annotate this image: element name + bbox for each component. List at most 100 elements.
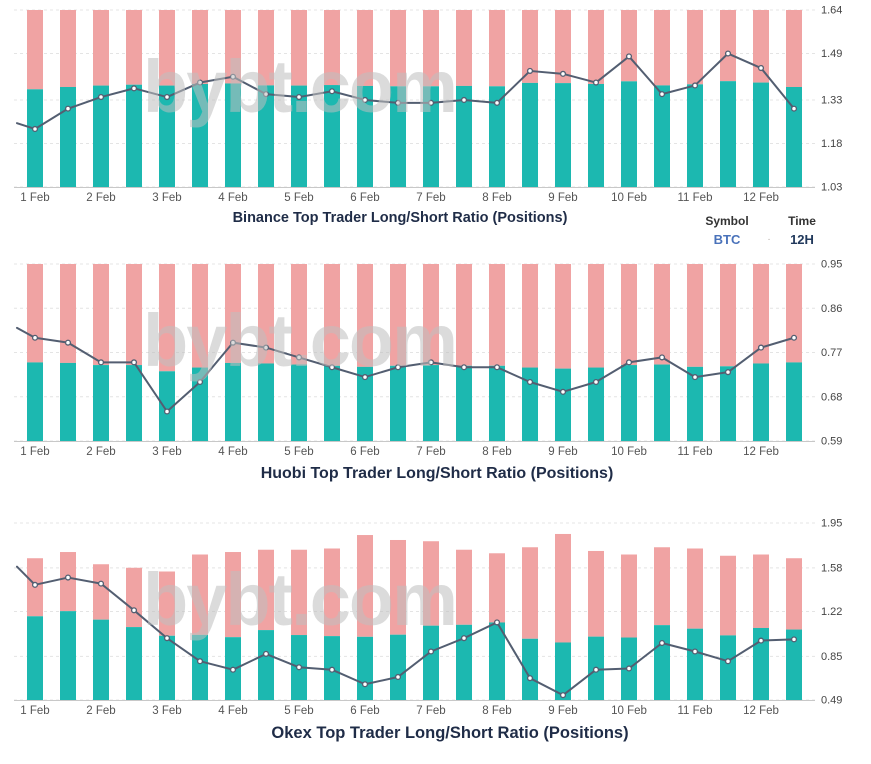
ratio-marker: [427, 359, 435, 366]
short-bar: [786, 264, 802, 363]
short-bar: [588, 10, 604, 84]
long-bar: [27, 616, 43, 700]
long-bar: [522, 638, 538, 700]
ratio-marker: [724, 50, 732, 57]
ratio-marker: [328, 364, 336, 371]
long-bar: [60, 362, 76, 441]
long-bar: [555, 642, 571, 700]
ratio-marker: [64, 574, 72, 581]
short-bar: [621, 554, 637, 638]
ratio-marker: [97, 93, 105, 101]
x-tick-label: 8 Feb: [482, 446, 511, 458]
long-bar: [555, 368, 571, 441]
x-tick-label: 7 Feb: [416, 192, 445, 204]
short-bar: [456, 549, 472, 625]
symbol-select[interactable]: BTC: [713, 232, 741, 247]
long-bar: [324, 365, 340, 441]
long-bar: [225, 362, 241, 441]
short-bar: [126, 567, 142, 628]
long-bar: [753, 82, 769, 187]
short-bar: [423, 10, 439, 87]
short-bar: [291, 549, 307, 636]
long-bar: [357, 366, 373, 441]
long-bar: [126, 627, 142, 700]
y-tick-label: 1.03: [821, 182, 842, 194]
x-tick-label: 2 Feb: [86, 705, 115, 717]
y-tick-label: 1.58: [821, 562, 842, 574]
x-tick-label: 12 Feb: [743, 192, 779, 204]
short-bar: [258, 10, 274, 86]
short-bar: [324, 10, 340, 86]
long-bar: [225, 83, 241, 187]
short-bar: [687, 548, 703, 629]
short-bar: [654, 264, 670, 365]
long-bar: [489, 622, 505, 700]
ratio-marker: [724, 658, 732, 665]
long-bar: [588, 367, 604, 441]
short-bar: [687, 10, 703, 85]
ratio-marker: [592, 378, 600, 386]
short-bar: [357, 535, 373, 637]
long-bar: [720, 81, 736, 187]
short-bar: [786, 10, 802, 87]
short-bar: [654, 547, 670, 626]
ratio-marker: [559, 692, 567, 699]
long-bar: [687, 628, 703, 700]
short-bar: [126, 10, 142, 85]
x-tick-label: 10 Feb: [611, 705, 647, 717]
short-bar: [588, 264, 604, 368]
ratio-marker: [130, 85, 138, 92]
long-bar: [390, 634, 406, 700]
long-bar: [390, 86, 406, 187]
ratio-marker: [526, 67, 534, 74]
short-bar: [225, 264, 241, 363]
long-bar: [357, 636, 373, 700]
time-select[interactable]: 12H: [790, 232, 814, 247]
x-tick-label: 6 Feb: [350, 192, 379, 204]
short-bar: [522, 547, 538, 639]
long-bar: [423, 625, 439, 700]
long-bar: [93, 85, 109, 187]
ratio-marker: [790, 105, 798, 112]
long-bar: [522, 82, 538, 187]
long-bar: [555, 83, 571, 187]
short-bar: [258, 264, 274, 364]
x-tick-label: 8 Feb: [482, 192, 511, 204]
y-tick-label: 1.33: [821, 94, 842, 106]
short-bar: [720, 10, 736, 82]
y-tick-label: 0.49: [821, 695, 842, 707]
x-tick-label: 5 Feb: [284, 705, 313, 717]
short-bar: [588, 550, 604, 637]
long-bar: [456, 365, 472, 441]
x-tick-label: 12 Feb: [743, 446, 779, 458]
ratio-marker: [361, 681, 369, 688]
long-bar: [159, 85, 175, 187]
short-bar: [225, 552, 241, 638]
short-bar: [489, 10, 505, 87]
ratio-marker: [625, 53, 633, 60]
short-bar: [423, 541, 439, 626]
long-bar: [522, 367, 538, 441]
ratio-marker: [493, 619, 501, 626]
x-tick-label: 3 Feb: [152, 192, 181, 204]
long-bar: [687, 84, 703, 187]
ratio-marker: [394, 99, 402, 106]
long-bar: [720, 635, 736, 700]
ratio-marker: [295, 354, 303, 361]
huobi-chart-block: 0.95 0.86 0.77 0.68 0.59 1 Feb 2 Feb 3 Feb 4 Feb…: [0, 254, 871, 513]
long-bar: [27, 362, 43, 441]
long-bar: [456, 624, 472, 700]
ratio-marker: [328, 88, 336, 95]
long-bar: [258, 630, 274, 700]
long-bar: [654, 364, 670, 441]
ratio-marker: [394, 673, 402, 681]
long-bar: [93, 365, 109, 441]
long-bar: [390, 365, 406, 441]
short-bar: [753, 554, 769, 628]
ratio-marker: [361, 96, 369, 104]
ratio-marker: [592, 666, 600, 673]
long-bar: [687, 366, 703, 441]
ratio-marker: [229, 666, 237, 673]
ratio-marker: [592, 79, 600, 86]
